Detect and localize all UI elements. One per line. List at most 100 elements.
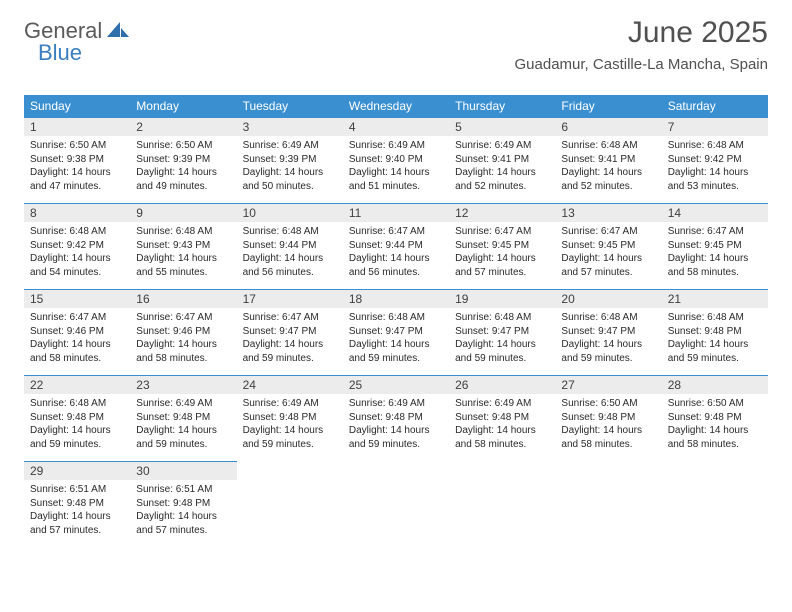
sunset-text: Sunset: 9:48 PM	[668, 325, 762, 339]
sunset-text: Sunset: 9:48 PM	[561, 411, 655, 425]
daylight-text-2: and 59 minutes.	[455, 352, 549, 366]
daylight-text-2: and 57 minutes.	[561, 266, 655, 280]
day-number: 23	[130, 375, 236, 394]
sunset-text: Sunset: 9:48 PM	[455, 411, 549, 425]
sunrise-text: Sunrise: 6:47 AM	[561, 225, 655, 239]
sunset-text: Sunset: 9:39 PM	[243, 153, 337, 167]
daylight-text-1: Daylight: 14 hours	[243, 338, 337, 352]
sunrise-text: Sunrise: 6:48 AM	[136, 225, 230, 239]
day-number: 3	[237, 117, 343, 136]
sunrise-text: Sunrise: 6:48 AM	[349, 311, 443, 325]
calendar-day-cell	[449, 461, 555, 547]
daylight-text-2: and 53 minutes.	[668, 180, 762, 194]
sunset-text: Sunset: 9:44 PM	[349, 239, 443, 253]
daylight-text-1: Daylight: 14 hours	[455, 338, 549, 352]
weekday-header: Thursday	[449, 95, 555, 117]
sunrise-text: Sunrise: 6:47 AM	[455, 225, 549, 239]
sunrise-text: Sunrise: 6:48 AM	[561, 311, 655, 325]
sunset-text: Sunset: 9:45 PM	[668, 239, 762, 253]
calendar-day-cell	[555, 461, 661, 547]
day-number: 12	[449, 203, 555, 222]
sunrise-text: Sunrise: 6:48 AM	[668, 139, 762, 153]
sunset-text: Sunset: 9:46 PM	[30, 325, 124, 339]
day-details: Sunrise: 6:47 AMSunset: 9:46 PMDaylight:…	[24, 308, 130, 369]
sunrise-text: Sunrise: 6:47 AM	[243, 311, 337, 325]
daylight-text-1: Daylight: 14 hours	[30, 166, 124, 180]
day-details: Sunrise: 6:50 AMSunset: 9:48 PMDaylight:…	[662, 394, 768, 455]
calendar-day-cell: 10Sunrise: 6:48 AMSunset: 9:44 PMDayligh…	[237, 203, 343, 289]
day-number: 13	[555, 203, 661, 222]
calendar-day-cell: 27Sunrise: 6:50 AMSunset: 9:48 PMDayligh…	[555, 375, 661, 461]
daylight-text-2: and 49 minutes.	[136, 180, 230, 194]
daylight-text-1: Daylight: 14 hours	[561, 166, 655, 180]
calendar-day-cell: 26Sunrise: 6:49 AMSunset: 9:48 PMDayligh…	[449, 375, 555, 461]
weekday-header: Tuesday	[237, 95, 343, 117]
calendar-day-cell: 4Sunrise: 6:49 AMSunset: 9:40 PMDaylight…	[343, 117, 449, 203]
calendar-day-cell: 2Sunrise: 6:50 AMSunset: 9:39 PMDaylight…	[130, 117, 236, 203]
calendar-week-row: 22Sunrise: 6:48 AMSunset: 9:48 PMDayligh…	[24, 375, 768, 461]
day-details: Sunrise: 6:48 AMSunset: 9:48 PMDaylight:…	[662, 308, 768, 369]
daylight-text-1: Daylight: 14 hours	[243, 166, 337, 180]
day-number: 24	[237, 375, 343, 394]
weekday-header: Friday	[555, 95, 661, 117]
day-details: Sunrise: 6:47 AMSunset: 9:45 PMDaylight:…	[449, 222, 555, 283]
calendar-week-row: 29Sunrise: 6:51 AMSunset: 9:48 PMDayligh…	[24, 461, 768, 547]
daylight-text-2: and 59 minutes.	[561, 352, 655, 366]
calendar-day-cell: 11Sunrise: 6:47 AMSunset: 9:44 PMDayligh…	[343, 203, 449, 289]
calendar-day-cell: 21Sunrise: 6:48 AMSunset: 9:48 PMDayligh…	[662, 289, 768, 375]
sunset-text: Sunset: 9:48 PM	[668, 411, 762, 425]
sunset-text: Sunset: 9:38 PM	[30, 153, 124, 167]
sunset-text: Sunset: 9:45 PM	[561, 239, 655, 253]
day-number: 4	[343, 117, 449, 136]
daylight-text-2: and 51 minutes.	[349, 180, 443, 194]
daylight-text-2: and 57 minutes.	[136, 524, 230, 538]
day-number: 16	[130, 289, 236, 308]
day-number: 15	[24, 289, 130, 308]
day-number: 26	[449, 375, 555, 394]
sunset-text: Sunset: 9:44 PM	[243, 239, 337, 253]
day-details: Sunrise: 6:48 AMSunset: 9:47 PMDaylight:…	[449, 308, 555, 369]
day-number: 30	[130, 461, 236, 480]
daylight-text-1: Daylight: 14 hours	[349, 424, 443, 438]
sunset-text: Sunset: 9:40 PM	[349, 153, 443, 167]
header: June 2025 Guadamur, Castille-La Mancha, …	[515, 16, 768, 73]
day-number: 19	[449, 289, 555, 308]
sunset-text: Sunset: 9:45 PM	[455, 239, 549, 253]
calendar-table: Sunday Monday Tuesday Wednesday Thursday…	[24, 95, 768, 547]
day-number: 6	[555, 117, 661, 136]
sunset-text: Sunset: 9:48 PM	[30, 497, 124, 511]
calendar-day-cell: 30Sunrise: 6:51 AMSunset: 9:48 PMDayligh…	[130, 461, 236, 547]
sunset-text: Sunset: 9:48 PM	[349, 411, 443, 425]
day-details: Sunrise: 6:51 AMSunset: 9:48 PMDaylight:…	[130, 480, 236, 541]
daylight-text-2: and 58 minutes.	[668, 266, 762, 280]
daylight-text-1: Daylight: 14 hours	[668, 424, 762, 438]
day-number: 2	[130, 117, 236, 136]
day-details: Sunrise: 6:49 AMSunset: 9:48 PMDaylight:…	[237, 394, 343, 455]
calendar-day-cell: 7Sunrise: 6:48 AMSunset: 9:42 PMDaylight…	[662, 117, 768, 203]
sunrise-text: Sunrise: 6:48 AM	[455, 311, 549, 325]
daylight-text-2: and 58 minutes.	[30, 352, 124, 366]
sunrise-text: Sunrise: 6:49 AM	[455, 139, 549, 153]
daylight-text-1: Daylight: 14 hours	[561, 252, 655, 266]
daylight-text-2: and 59 minutes.	[30, 438, 124, 452]
calendar-week-row: 1Sunrise: 6:50 AMSunset: 9:38 PMDaylight…	[24, 117, 768, 203]
daylight-text-1: Daylight: 14 hours	[561, 424, 655, 438]
daylight-text-2: and 58 minutes.	[561, 438, 655, 452]
day-details: Sunrise: 6:50 AMSunset: 9:38 PMDaylight:…	[24, 136, 130, 197]
calendar-day-cell: 23Sunrise: 6:49 AMSunset: 9:48 PMDayligh…	[130, 375, 236, 461]
day-details: Sunrise: 6:48 AMSunset: 9:41 PMDaylight:…	[555, 136, 661, 197]
day-details: Sunrise: 6:47 AMSunset: 9:45 PMDaylight:…	[555, 222, 661, 283]
day-details: Sunrise: 6:49 AMSunset: 9:48 PMDaylight:…	[449, 394, 555, 455]
daylight-text-2: and 59 minutes.	[668, 352, 762, 366]
sunset-text: Sunset: 9:48 PM	[136, 411, 230, 425]
day-number: 17	[237, 289, 343, 308]
day-number: 28	[662, 375, 768, 394]
calendar-day-cell: 14Sunrise: 6:47 AMSunset: 9:45 PMDayligh…	[662, 203, 768, 289]
calendar-day-cell: 12Sunrise: 6:47 AMSunset: 9:45 PMDayligh…	[449, 203, 555, 289]
weekday-header: Sunday	[24, 95, 130, 117]
day-number: 8	[24, 203, 130, 222]
daylight-text-2: and 59 minutes.	[349, 352, 443, 366]
sunrise-text: Sunrise: 6:48 AM	[30, 225, 124, 239]
sunrise-text: Sunrise: 6:48 AM	[243, 225, 337, 239]
daylight-text-2: and 59 minutes.	[349, 438, 443, 452]
